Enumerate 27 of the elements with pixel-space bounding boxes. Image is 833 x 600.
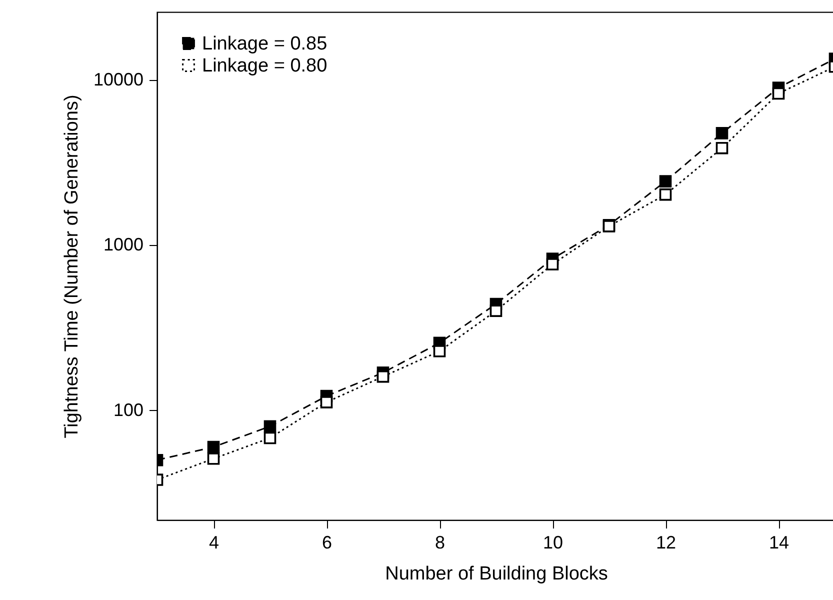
x-axis-title: Number of Building Blocks xyxy=(385,564,608,584)
point xyxy=(546,258,559,270)
x-tick-label: 4 xyxy=(208,532,220,552)
point xyxy=(772,87,785,100)
x-tick-label: 8 xyxy=(434,532,446,552)
point xyxy=(659,188,672,201)
x-tick-label: 14 xyxy=(768,532,790,552)
point xyxy=(490,304,502,317)
x-tick-label: 10 xyxy=(542,532,564,552)
y-tick-label: 10000 xyxy=(93,69,144,90)
point xyxy=(376,370,390,383)
point xyxy=(207,452,220,465)
point xyxy=(264,420,276,432)
point xyxy=(320,396,333,408)
y-axis-title: Tightness Time (Number of Generations) xyxy=(61,94,82,438)
y-tick-label: 1000 xyxy=(103,234,144,255)
point xyxy=(433,345,446,358)
y-tick-label: 100 xyxy=(113,400,144,420)
point xyxy=(659,175,672,188)
legend-label: Linkage = 0.85 xyxy=(202,34,328,54)
point xyxy=(716,127,728,140)
x-tick-label: 12 xyxy=(656,532,676,552)
point xyxy=(716,142,728,154)
x-tick-label: 6 xyxy=(322,532,332,552)
point xyxy=(207,440,220,454)
point xyxy=(264,432,276,444)
legend-label: Linkage = 0.80 xyxy=(202,56,328,76)
